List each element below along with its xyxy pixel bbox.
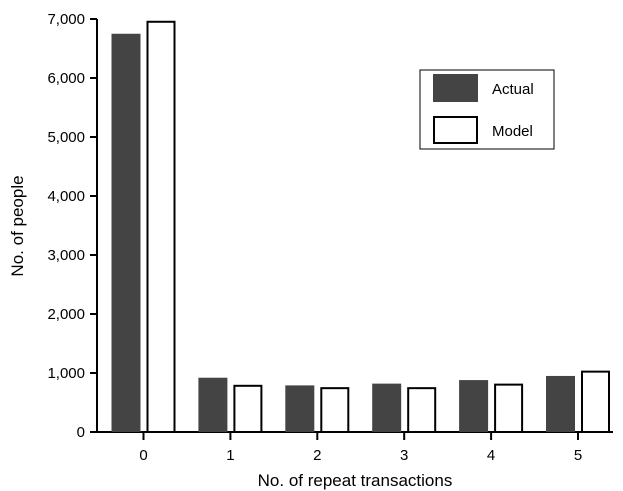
x-tick-label: 1 [226,447,234,464]
y-tick-label: 3,000 [47,247,85,264]
y-tick-label: 6,000 [47,70,85,87]
y-tick-label: 5,000 [47,129,85,146]
y-tick-label: 2,000 [47,306,85,323]
y-tick-label: 4,000 [47,188,85,205]
legend-swatch-model [433,116,478,144]
x-tick-label: 5 [574,447,582,464]
legend-label-model: Model [492,123,533,140]
x-tick-label: 4 [487,447,495,464]
y-tick-label: 7,000 [47,11,85,28]
bar-model-5 [581,370,610,434]
axes-group [96,19,613,433]
y-tick-label: 0 [77,424,85,441]
bar-actual-2 [285,385,315,432]
x-ticks-group: 0 1 2 3 4 5 [139,432,582,464]
bar-actual-0 [111,33,141,432]
bars-group [111,20,610,434]
x-tick-label: 2 [313,447,321,464]
bar-actual-3 [372,383,402,432]
legend-label-actual: Actual [492,81,534,98]
x-tick-label: 3 [400,447,408,464]
y-axis-title: No. of people [8,175,27,276]
bar-model-1 [233,384,263,433]
bar-model-0 [146,20,176,434]
bar-model-4 [494,383,524,433]
y-ticks-group: 0 1,000 2,000 3,000 4,000 5,000 6,000 7,000 [47,11,97,441]
legend-swatch-actual [433,74,478,102]
x-tick-label: 0 [139,447,147,464]
x-axis-title: No. of repeat transactions [258,471,453,490]
y-tick-label: 1,000 [47,365,85,382]
bar-actual-1 [198,377,228,432]
legend: Actual Model [419,69,555,150]
bar-actual-4 [459,380,489,432]
bar-model-2 [320,387,350,434]
bar-model-3 [407,387,437,434]
bar-actual-5 [546,375,575,432]
